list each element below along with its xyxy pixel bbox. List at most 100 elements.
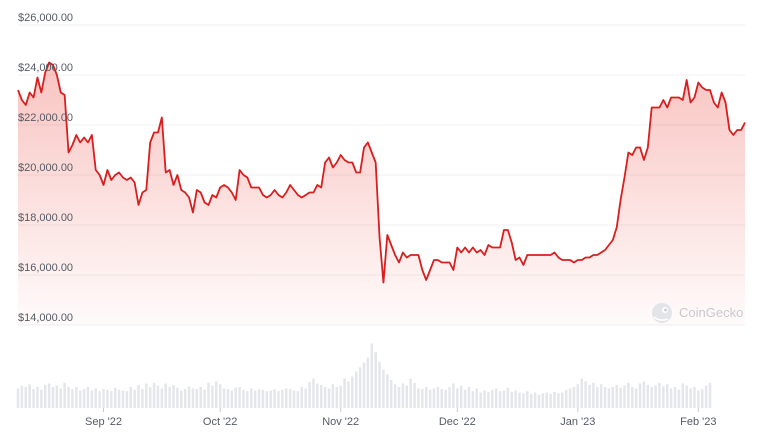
- volume-bar: [82, 389, 86, 408]
- volume-bar: [596, 387, 599, 408]
- volume-bar: [238, 387, 241, 408]
- volume-bar: [215, 381, 218, 408]
- volume-bar: [133, 389, 136, 408]
- volume-bar: [374, 352, 377, 408]
- volume-bar: [483, 390, 486, 408]
- volume-bar: [40, 389, 43, 408]
- volume-bar: [43, 384, 47, 408]
- volume-bar: [51, 387, 55, 408]
- volume-bar: [36, 387, 39, 408]
- y-tick-label: $24,000.00: [18, 62, 73, 74]
- volume-bar: [145, 383, 148, 408]
- volume-bar: [152, 382, 156, 408]
- volume-bar: [607, 388, 611, 408]
- volume-bar: [250, 388, 253, 408]
- volume-bar: [242, 389, 245, 408]
- volume-bar: [561, 392, 564, 408]
- volume-bar: [405, 385, 409, 408]
- x-tick-label: Nov '22: [322, 416, 359, 428]
- volume-bar: [94, 388, 97, 408]
- volume-bar: [347, 381, 350, 408]
- volume-bar: [382, 369, 385, 408]
- coingecko-watermark: CoinGecko: [652, 303, 743, 323]
- volume-bar: [529, 394, 533, 408]
- volume-bar: [304, 388, 307, 408]
- volume-bar: [580, 378, 583, 408]
- volume-bar: [428, 389, 432, 408]
- volume-bar: [211, 385, 214, 408]
- volume-bar: [564, 389, 568, 408]
- y-tick-label: $18,000.00: [18, 212, 73, 224]
- volume-bar: [257, 389, 261, 408]
- x-tick-label: Dec '22: [439, 416, 476, 428]
- volume-bar: [113, 387, 117, 408]
- volume-bar: [557, 393, 560, 408]
- volume-bar: [331, 384, 335, 408]
- volume-bar: [592, 382, 595, 408]
- volume-bar: [71, 389, 74, 408]
- volume-bar: [183, 389, 187, 408]
- volume-bar: [285, 388, 288, 408]
- volume-bar: [199, 387, 202, 408]
- price-line-layer: [17, 61, 746, 284]
- volume-bar: [316, 383, 319, 408]
- volume-bar: [697, 390, 700, 408]
- volume-bar: [448, 387, 451, 408]
- volume-bar: [203, 389, 206, 408]
- volume-bar: [666, 384, 669, 408]
- volume-bar: [673, 387, 677, 408]
- volume-bar: [102, 389, 105, 408]
- volume-bar: [378, 361, 381, 408]
- volume-bar: [700, 389, 704, 408]
- volume-bar: [487, 391, 490, 408]
- volume-bar: [218, 384, 222, 408]
- volume-bar: [642, 381, 646, 408]
- volume-bar: [397, 387, 401, 408]
- volume-bar: [491, 389, 494, 408]
- volume-bar: [627, 382, 630, 408]
- volume-bar: [386, 374, 389, 408]
- volume-bar: [393, 384, 397, 408]
- volume-bar: [370, 343, 374, 408]
- volume-bar: [440, 389, 444, 408]
- price-area-fill: [18, 62, 745, 325]
- volume-bar: [156, 385, 160, 408]
- volume-bar: [619, 387, 622, 408]
- volume-bar: [117, 389, 121, 408]
- volume-bar: [432, 388, 436, 408]
- volume-bar: [55, 385, 59, 408]
- volume-bar: [288, 389, 292, 408]
- volume-bar: [292, 390, 296, 408]
- volume-bar: [654, 385, 657, 408]
- volume-bar: [207, 382, 210, 408]
- volume-bar: [568, 388, 572, 408]
- area-fill-layer: [18, 62, 745, 325]
- volume-bar: [658, 382, 661, 408]
- volume-bar: [444, 389, 447, 408]
- volume-bar: [693, 387, 696, 408]
- watermark-text: CoinGecko: [679, 305, 743, 320]
- volume-bar: [121, 390, 125, 408]
- volume-bar: [389, 380, 393, 408]
- volume-bar: [436, 387, 440, 408]
- volume-bar: [401, 383, 405, 408]
- volume-bar: [230, 390, 234, 408]
- y-tick-label: $26,000.00: [18, 12, 73, 24]
- volume-bar: [522, 393, 525, 408]
- volume-bar: [452, 383, 455, 408]
- volume-bar: [110, 391, 113, 408]
- volume-bar: [343, 378, 346, 408]
- volume-bar: [148, 387, 152, 408]
- volume-bar: [281, 389, 284, 408]
- volume-bar: [417, 388, 420, 408]
- volume-bar: [277, 391, 280, 408]
- volume-bar: [467, 387, 471, 408]
- x-tick-label: Feb '23: [680, 416, 716, 428]
- x-tick-label: Jan '23: [560, 416, 595, 428]
- volume-bar: [572, 387, 576, 408]
- volume-bar: [506, 387, 510, 408]
- volume-bar: [141, 389, 144, 408]
- volume-bar: [319, 384, 323, 408]
- volume-bar: [599, 384, 603, 408]
- volume-bar: [59, 388, 63, 408]
